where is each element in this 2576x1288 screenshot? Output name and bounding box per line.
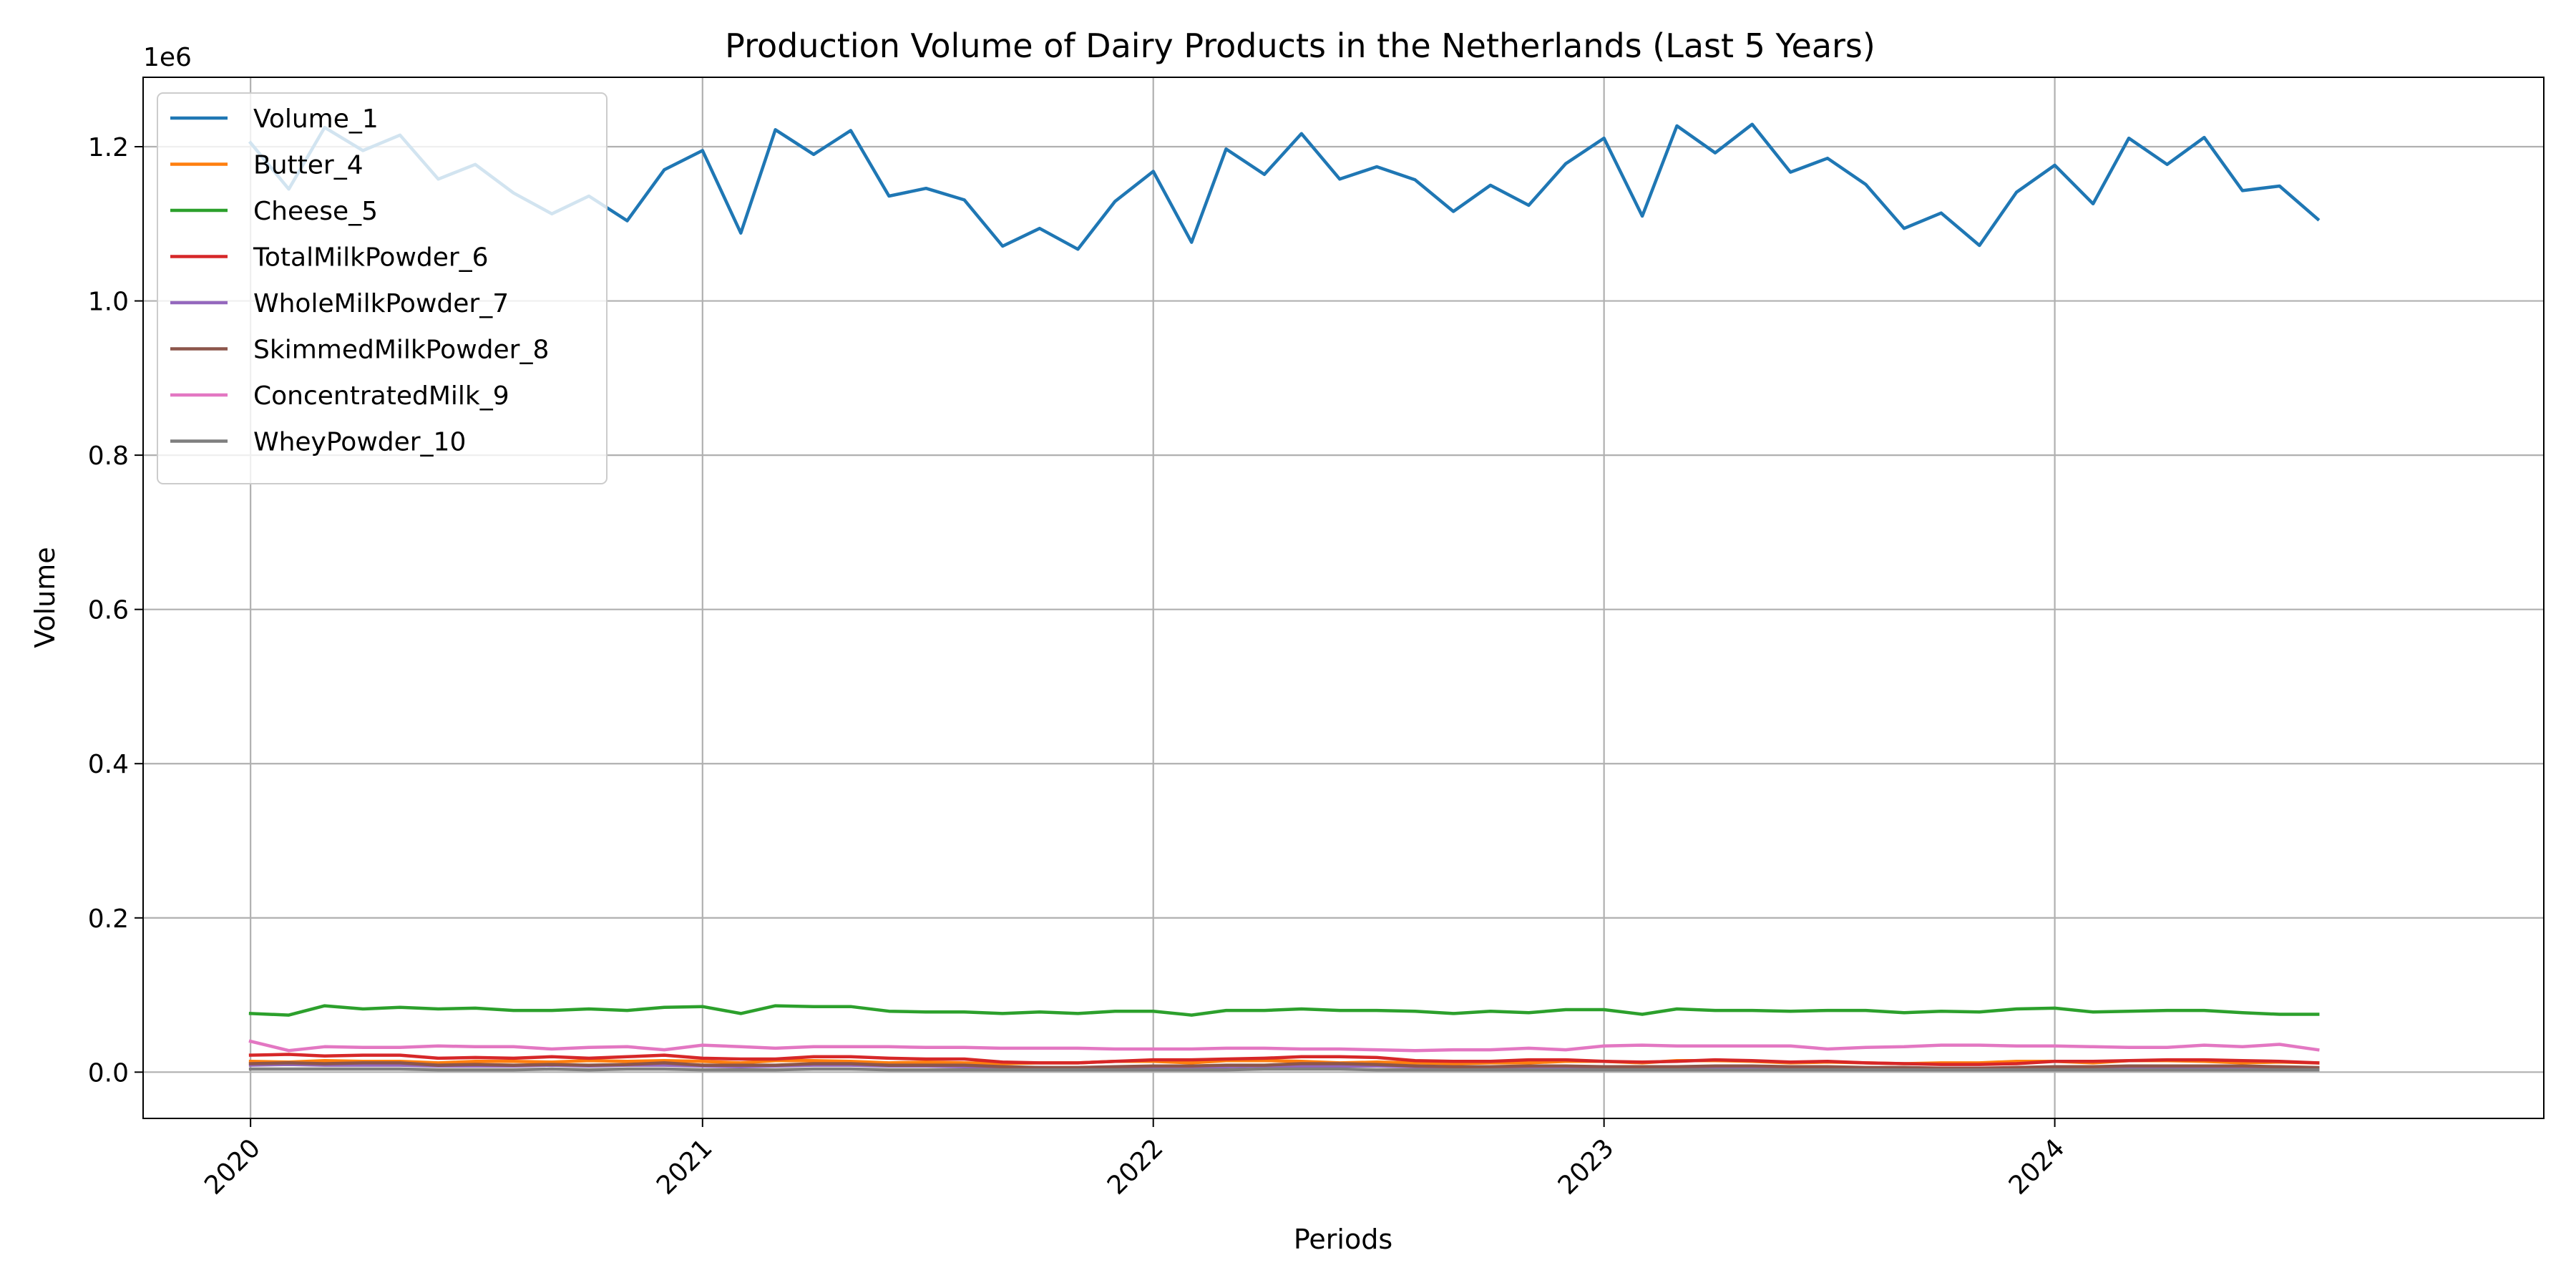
y-tick-label: 0.2 [88,904,129,934]
y-tick-label: 0.0 [88,1058,129,1088]
legend-label: Butter_4 [253,151,364,180]
legend-label: TotalMilkPowder_6 [253,243,489,273]
y-tick-label: 0.4 [88,750,129,779]
y-axis-label: Volume [29,547,61,648]
legend-label: WholeMilkPowder_7 [253,289,509,318]
chart-title: Production Volume of Dairy Products in t… [725,26,1875,65]
legend-label: SkimmedMilkPowder_8 [253,336,549,365]
series-line-wheypowder-10 [248,1067,2320,1072]
plot-frame [142,77,2545,1119]
series-line-totalmilkpowder-6 [248,1053,2320,1066]
legend-label: Cheese_5 [253,197,378,226]
series-line-cheese-5 [248,1004,2320,1017]
y-tick-label: 1.0 [88,288,129,317]
y-tick-label: 0.8 [88,441,129,471]
y-tick-label: 1.2 [88,133,129,162]
legend-label: WheyPowder_10 [253,428,466,457]
y-offset-text: 1e6 [143,43,192,72]
legend-box [157,92,608,484]
series-line-concentratedmilk-9 [248,1039,2320,1053]
legend-label: ConcentratedMilk_9 [253,381,509,411]
x-axis-label: Periods [1294,1224,1392,1255]
y-tick-label: 0.6 [88,596,129,625]
legend: Volume_1 Butter_4 Cheese_5 TotalMilkPowder_… [157,92,608,484]
legend-label: Volume_1 [253,104,379,134]
